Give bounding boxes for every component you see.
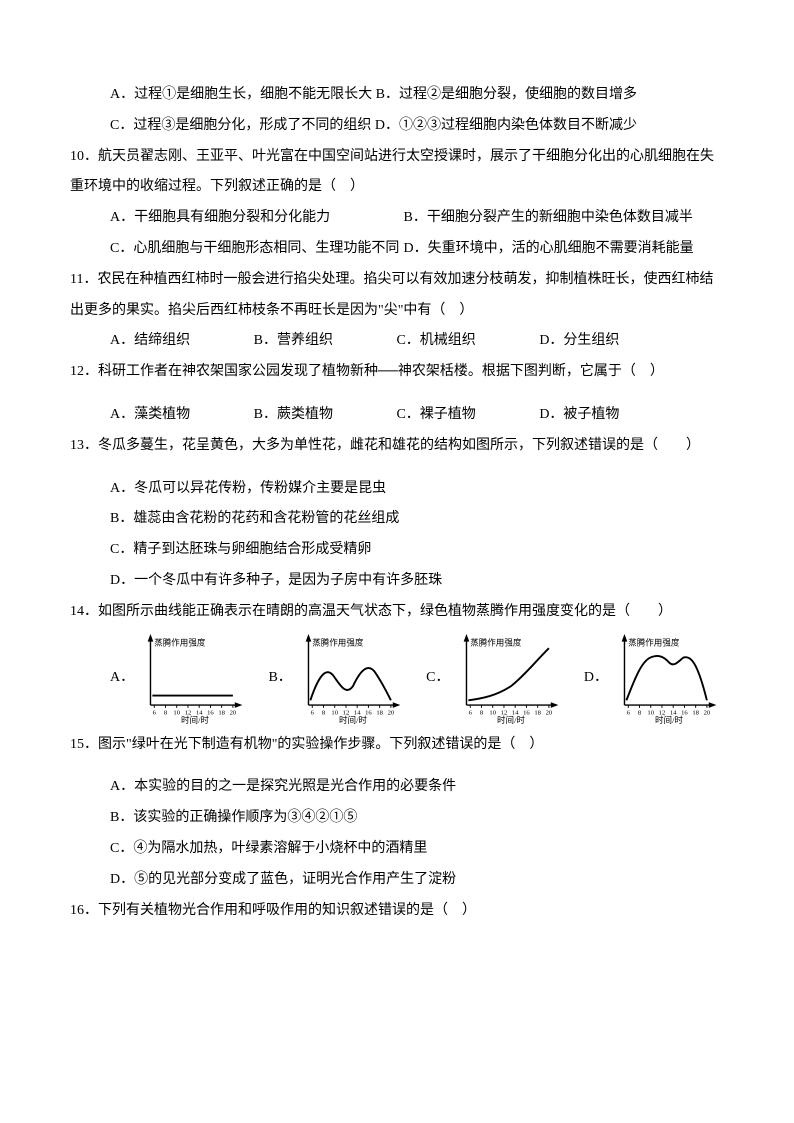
svg-text:时间/时: 时间/时 xyxy=(339,715,367,724)
svg-text:6: 6 xyxy=(310,709,314,716)
svg-text:20: 20 xyxy=(545,709,552,716)
chart-d: 蒸腾作用强度68101214161820时间/时 xyxy=(614,634,724,724)
q15-opt-d: D．⑤的见光部分变成了蓝色，证明光合作用产生了淀粉 xyxy=(70,865,724,896)
q15-opt-a: A．本实验的目的之一是探究光照是光合作用的必要条件 xyxy=(70,772,724,803)
q15-opt-c: C．④为隔水加热，叶绿素溶解于小烧杯中的酒精里 xyxy=(70,834,724,865)
q-pre-options-line1: A．过程①是细胞生长，细胞不能无限长大 B．过程②是细胞分裂，使细胞的数目增多 xyxy=(70,80,724,111)
q11-stem-line1: 11．农民在种植西红柿时一般会进行掐尖处理。掐尖可以有效加速分枝萌发，抑制植株旺… xyxy=(70,265,724,296)
opt-d: D．失重环境中，活的心肌细胞不需要消耗能量 xyxy=(404,234,694,265)
chart-d-label: D． xyxy=(584,663,608,694)
opt-a: A．藻类植物 xyxy=(110,400,190,431)
chart-a: 蒸腾作用强度68101214161820时间/时 xyxy=(140,634,250,724)
opt-b: B．营养组织 xyxy=(254,326,333,357)
opt-d: D．①②③过程细胞内染色体数目不断减少 xyxy=(375,111,637,142)
svg-text:10: 10 xyxy=(647,709,654,716)
q16-stem: 16．下列有关植物光合作用和呼吸作用的知识叙述错误的是（ ） xyxy=(70,896,724,927)
opt-d: D．分生组织 xyxy=(539,326,619,357)
q10-stem-line2: 重环境中的收缩过程。下列叙述正确的是（ ） xyxy=(70,172,724,203)
q14-chart-row: A． 蒸腾作用强度68101214161820时间/时 B． 蒸腾作用强度681… xyxy=(110,634,724,724)
chart-c-cell: C． 蒸腾作用强度68101214161820时间/时 xyxy=(426,634,565,724)
svg-text:8: 8 xyxy=(322,709,326,716)
opt-c: C．机械组织 xyxy=(396,326,475,357)
svg-text:8: 8 xyxy=(164,709,168,716)
opt-d: D．被子植物 xyxy=(539,400,619,431)
chart-b-label: B． xyxy=(268,663,291,694)
opt-b: B．过程②是细胞分裂，使细胞的数目增多 xyxy=(376,80,637,111)
q11-stem-line2: 出更多的果实。掐尖后西红柿枝条不再旺长是因为"尖"中有（ ） xyxy=(70,296,724,327)
q13-opt-d: D．一个冬瓜中有许多种子，是因为子房中有许多胚珠 xyxy=(70,566,724,597)
q13-opt-a: A．冬瓜可以异花传粉，传粉媒介主要是昆虫 xyxy=(70,474,724,505)
q13-opt-c: C．精子到达胚珠与卵细胞结合形成受精卵 xyxy=(70,535,724,566)
chart-b-cell: B． 蒸腾作用强度68101214161820时间/时 xyxy=(268,634,407,724)
q15-stem: 15．图示"绿叶在光下制造有机物"的实验操作步骤。下列叙述错误的是（ ） xyxy=(70,730,724,761)
svg-text:蒸腾作用强度: 蒸腾作用强度 xyxy=(154,637,206,647)
chart-c-label: C． xyxy=(426,663,449,694)
svg-text:时间/时: 时间/时 xyxy=(497,715,525,724)
q12-options: A．藻类植物 B．蕨类植物 C．裸子植物 D．被子植物 xyxy=(70,400,724,431)
svg-text:20: 20 xyxy=(387,709,394,716)
svg-text:6: 6 xyxy=(468,709,472,716)
q11-options: A．结缔组织 B．营养组织 C．机械组织 D．分生组织 xyxy=(70,326,724,357)
q-pre-options-line2: C．过程③是细胞分化，形成了不同的组织 D．①②③过程细胞内染色体数目不断减少 xyxy=(70,111,724,142)
q15-opt-b: B．该实验的正确操作顺序为③④②①⑤ xyxy=(70,803,724,834)
opt-a: A．干细胞具有细胞分裂和分化能力 xyxy=(110,203,400,234)
chart-a-label: A． xyxy=(110,663,134,694)
svg-text:8: 8 xyxy=(479,709,483,716)
svg-text:18: 18 xyxy=(376,709,383,716)
opt-c: C．裸子植物 xyxy=(396,400,475,431)
q10-stem-line1: 10．航天员翟志刚、王亚平、叶光富在中国空间站进行太空授课时，展示了干细胞分化出… xyxy=(70,142,724,173)
q14-stem: 14．如图所示曲线能正确表示在晴朗的高温天气状态下，绿色植物蒸腾作用强度变化的是… xyxy=(70,597,724,628)
chart-a-cell: A． 蒸腾作用强度68101214161820时间/时 xyxy=(110,634,250,724)
svg-text:时间/时: 时间/时 xyxy=(655,715,683,724)
opt-a: A．结缔组织 xyxy=(110,326,190,357)
q13-opt-b: B．雄蕊由含花粉的花药和含花粉管的花丝组成 xyxy=(70,504,724,535)
q10-options-line2: C．心肌细胞与干细胞形态相同、生理功能不同 D．失重环境中，活的心肌细胞不需要消… xyxy=(70,234,724,265)
svg-text:6: 6 xyxy=(153,709,157,716)
chart-d-cell: D． 蒸腾作用强度68101214161820时间/时 xyxy=(584,634,724,724)
opt-b: B．蕨类植物 xyxy=(254,400,333,431)
chart-c: 蒸腾作用强度68101214161820时间/时 xyxy=(456,634,566,724)
svg-text:10: 10 xyxy=(331,709,338,716)
q12-stem: 12．科研工作者在神农架国家公园发现了植物新种──神农架栝楼。根据下图判断，它属… xyxy=(70,357,724,388)
svg-text:10: 10 xyxy=(489,709,496,716)
svg-text:6: 6 xyxy=(627,709,631,716)
svg-text:10: 10 xyxy=(174,709,181,716)
svg-text:蒸腾作用强度: 蒸腾作用强度 xyxy=(312,637,364,647)
svg-text:蒸腾作用强度: 蒸腾作用强度 xyxy=(628,637,680,647)
chart-b: 蒸腾作用强度68101214161820时间/时 xyxy=(298,634,408,724)
svg-text:18: 18 xyxy=(692,709,699,716)
svg-text:蒸腾作用强度: 蒸腾作用强度 xyxy=(470,637,522,647)
opt-c: C．过程③是细胞分化，形成了不同的组织 xyxy=(110,111,371,142)
opt-a: A．过程①是细胞生长，细胞不能无限长大 xyxy=(110,80,372,111)
q13-stem: 13．冬瓜多蔓生，花呈黄色，大多为单性花，雌花和雄花的结构如图所示，下列叙述错误… xyxy=(70,431,724,462)
q10-options-line1: A．干细胞具有细胞分裂和分化能力 B．干细胞分裂产生的新细胞中染色体数目减半 xyxy=(70,203,724,234)
svg-text:18: 18 xyxy=(534,709,541,716)
svg-text:8: 8 xyxy=(638,709,642,716)
svg-text:时间/时: 时间/时 xyxy=(181,715,209,724)
svg-text:20: 20 xyxy=(704,709,711,716)
svg-text:20: 20 xyxy=(230,709,237,716)
opt-c: C．心肌细胞与干细胞形态相同、生理功能不同 xyxy=(110,234,400,265)
svg-text:18: 18 xyxy=(218,709,225,716)
opt-b: B．干细胞分裂产生的新细胞中染色体数目减半 xyxy=(404,203,693,234)
